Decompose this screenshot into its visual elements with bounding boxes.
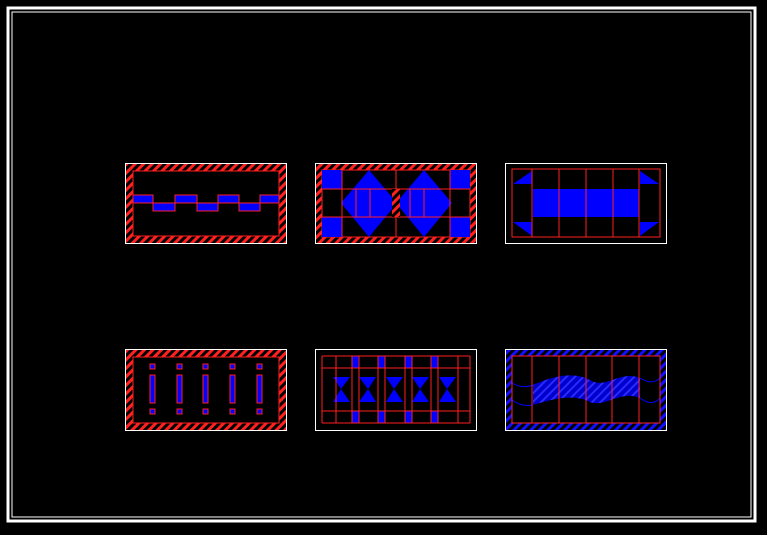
outer-frame — [6, 6, 757, 523]
panel-bowtie-tile[interactable] — [315, 349, 477, 431]
square-wave-band — [132, 194, 280, 212]
panel-bar-row-tile[interactable] — [125, 349, 287, 431]
panel-square-wave-tile[interactable] — [125, 163, 287, 244]
corner-squares — [322, 170, 470, 237]
panel-band-tile[interactable] — [505, 163, 667, 244]
panel-diamond-tile[interactable] — [315, 163, 477, 244]
bowties — [333, 377, 456, 402]
corner-triangles — [513, 171, 659, 236]
panel-wave-tile[interactable] — [505, 349, 667, 431]
blue-bars — [352, 356, 438, 423]
inner-frame — [11, 11, 752, 518]
vertical-bars — [149, 363, 263, 415]
